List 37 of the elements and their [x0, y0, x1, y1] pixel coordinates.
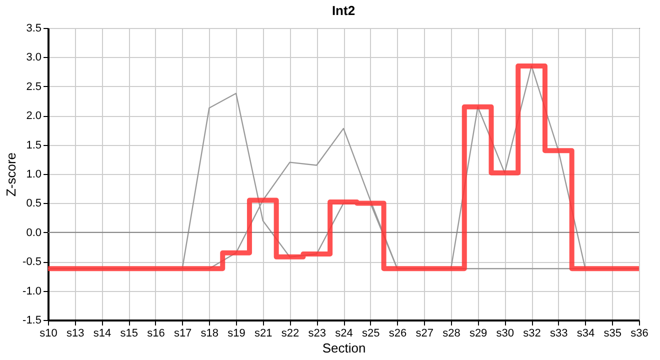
x-tick-label: s19 [228, 328, 246, 340]
x-tick-label: s17 [174, 328, 192, 340]
x-tick-label: s21 [254, 328, 272, 340]
x-tick-label: s30 [496, 328, 514, 340]
y-tick-label: 3.5 [26, 22, 42, 34]
x-tick-label: s33 [550, 328, 568, 340]
x-tick-label: s10 [40, 328, 58, 340]
x-tick-label: s26 [388, 328, 407, 340]
chart-title: Int2 [332, 3, 356, 18]
x-tick-label: s35 [604, 328, 622, 340]
y-tick-label: 1.0 [26, 168, 42, 180]
y-tick-label: 3.0 [26, 52, 42, 64]
x-tick-label: s14 [93, 328, 112, 340]
x-tick-label: s24 [335, 328, 353, 340]
x-tick-label: s28 [442, 328, 460, 340]
y-tick-label: 2.5 [26, 80, 42, 93]
x-tick-label: s29 [469, 328, 488, 340]
x-tick-label: s22 [281, 328, 300, 340]
x-tick-label: s13 [66, 328, 84, 340]
y-tick-label: 1.5 [26, 139, 42, 152]
y-tick-label: 0.5 [26, 198, 42, 210]
y-tick-label: -1.0 [22, 285, 42, 298]
x-tick-label: s36 [630, 328, 648, 340]
y-tick-label: 2.0 [26, 110, 42, 122]
y-axis-title: Z-score [4, 152, 19, 197]
y-tick-label: 0.0 [26, 226, 42, 239]
x-tick-label: s23 [308, 328, 326, 340]
x-tick-label: s18 [200, 328, 219, 340]
x-tick-label: s32 [523, 328, 541, 340]
x-tick-label: s16 [147, 328, 165, 340]
x-tick-label: s27 [416, 328, 434, 340]
y-tick-label: -0.5 [22, 256, 42, 268]
y-tick-label: -1.5 [22, 314, 42, 326]
x-tick-label: s34 [576, 328, 595, 340]
x-tick-label: s15 [120, 328, 138, 340]
x-tick-label: s25 [362, 328, 380, 340]
x-axis-title: Section [322, 340, 366, 356]
